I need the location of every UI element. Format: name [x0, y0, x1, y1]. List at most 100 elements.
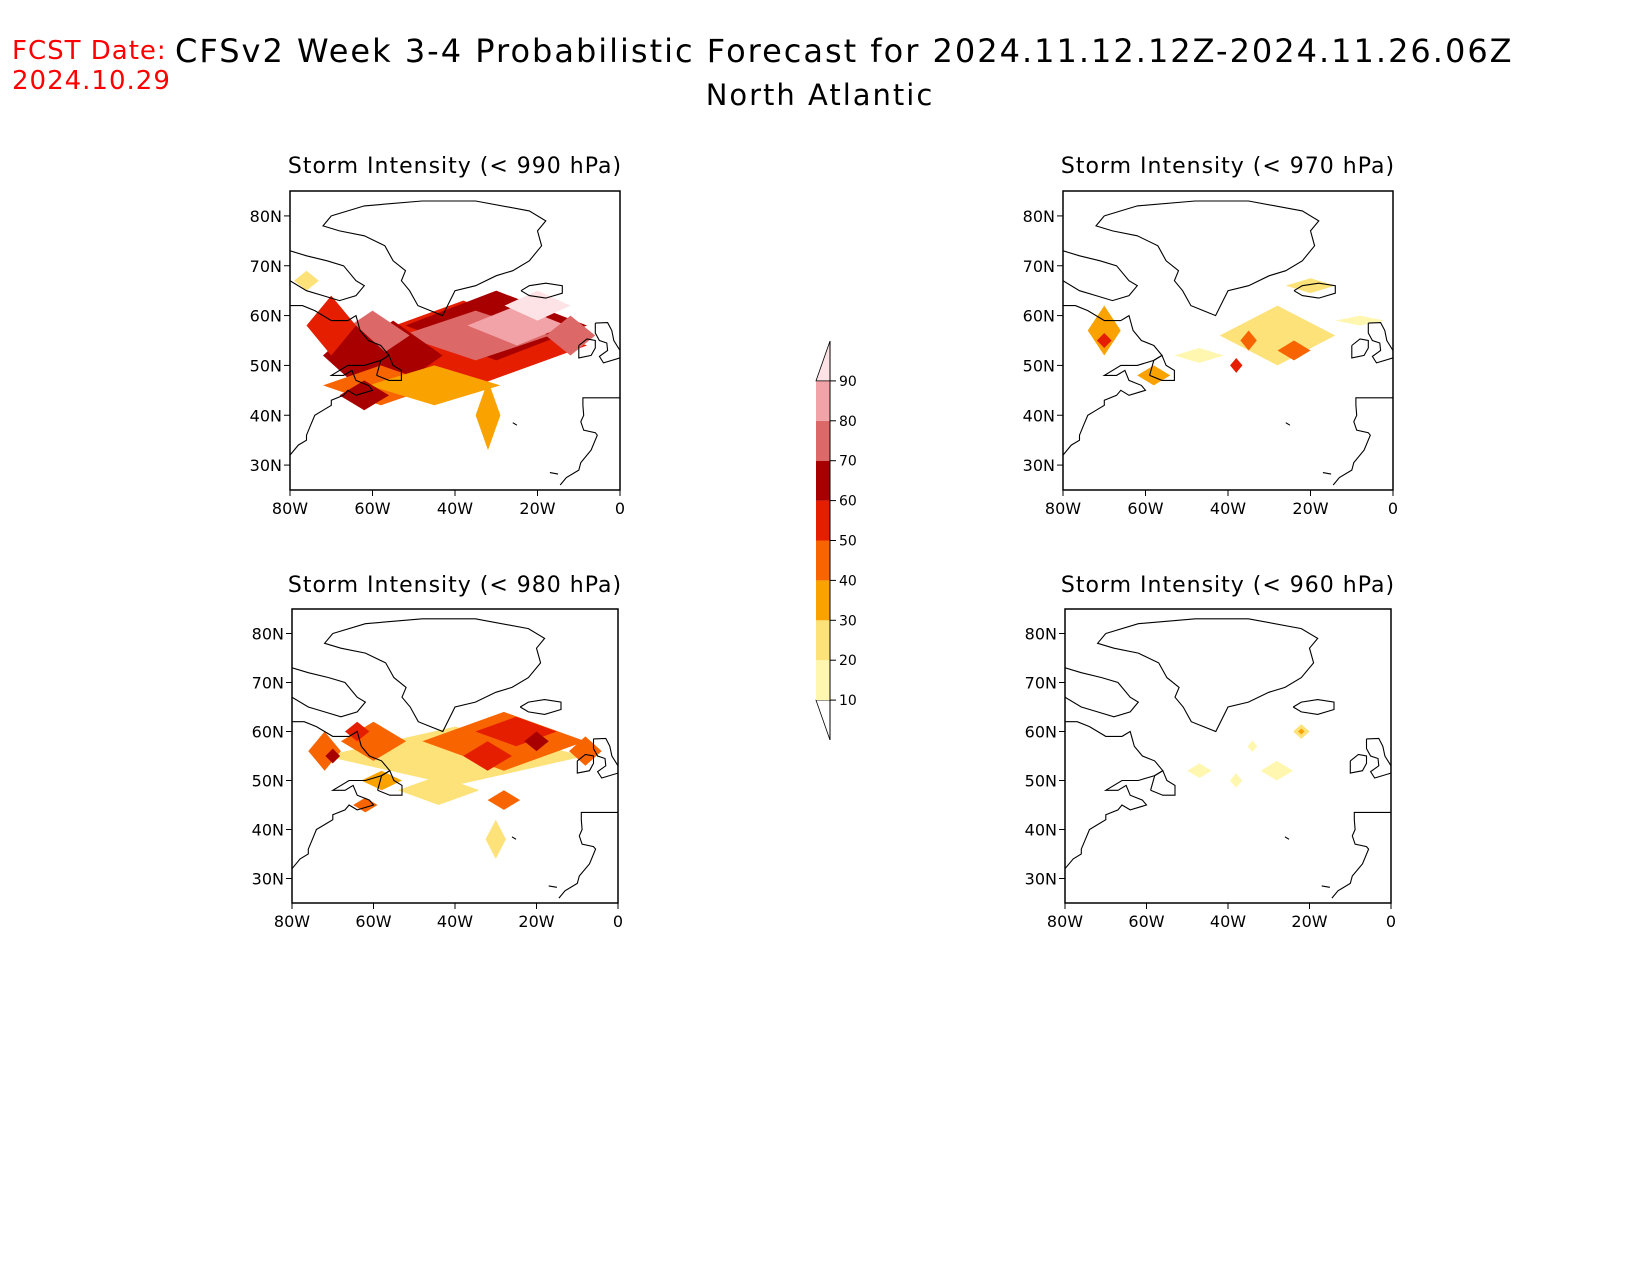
fcst-date-block: FCST Date: 2024.10.29 — [12, 36, 171, 96]
coastline — [1096, 618, 1319, 733]
lat-label: 70N — [252, 674, 284, 693]
colorbar-segment — [816, 500, 830, 541]
lat-label: 70N — [1025, 674, 1057, 693]
colorbar-segment — [816, 420, 830, 461]
probability-contour — [1247, 740, 1258, 753]
probability-contour — [1174, 347, 1224, 363]
lat-label: 80N — [252, 625, 284, 644]
coastline — [558, 811, 618, 899]
lat-label: 40N — [1025, 821, 1057, 840]
coastline — [519, 699, 562, 715]
coastline — [1322, 472, 1332, 475]
probability-contour — [1219, 305, 1336, 366]
lat-label: 30N — [1023, 456, 1055, 475]
probability-shading — [1187, 724, 1310, 788]
lon-label: 80W — [1045, 499, 1081, 518]
coastline — [290, 250, 366, 302]
coastline — [511, 836, 517, 840]
lon-label: 0 — [1388, 499, 1398, 518]
lat-label: 60N — [252, 723, 284, 742]
lat-label: 80N — [1025, 625, 1057, 644]
probability-contour — [1087, 305, 1121, 356]
coastlines — [290, 200, 620, 486]
lat-label: 70N — [250, 257, 282, 276]
probability-contour — [353, 797, 378, 813]
lon-label: 0 — [615, 499, 625, 518]
probability-contour — [1277, 340, 1311, 361]
lat-label: 30N — [252, 870, 284, 889]
colorbar-label: 10 — [839, 693, 857, 709]
lon-label: 60W — [1127, 499, 1163, 518]
panel-title: Storm Intensity (< 970 hPa) — [1061, 154, 1395, 179]
coastline — [1063, 250, 1139, 302]
coastline — [576, 753, 595, 774]
coastline — [559, 397, 620, 486]
colorbar-label: 80 — [839, 414, 857, 430]
colorbar-label: 20 — [839, 653, 857, 669]
coastline — [1292, 699, 1335, 715]
probability-contour — [308, 731, 341, 771]
colorbar-label: 90 — [839, 374, 857, 390]
coastline — [548, 885, 557, 888]
map-panel: Storm Intensity (< 990 hPa) 80N 70N 60N 50N 4… — [250, 154, 625, 518]
map-panel: Storm Intensity (< 960 hPa) 80N 70N 60N 50N 4… — [1025, 573, 1396, 931]
panel-title: Storm Intensity (< 990 hPa) — [288, 154, 622, 179]
colorbar-label: 50 — [839, 534, 857, 550]
map-panel: Storm Intensity (< 980 hPa) 80N 70N 60N 50N 4… — [252, 573, 623, 931]
colorbar-lower-extension — [815, 699, 831, 741]
lat-label: 50N — [1023, 356, 1055, 375]
lat-label: 60N — [250, 307, 282, 326]
probability-contour — [487, 790, 521, 810]
lon-label: 60W — [1128, 912, 1164, 931]
panel-title: Storm Intensity (< 960 hPa) — [1061, 573, 1395, 598]
page-title: CFSv2 Week 3-4 Probabilistic Forecast fo… — [175, 32, 1514, 70]
coastline — [1349, 753, 1368, 774]
coastline — [322, 200, 547, 317]
coastline — [292, 721, 391, 870]
colorbar: 10 20 30 40 50 60 70 80 90 — [815, 340, 857, 741]
coastline — [1332, 397, 1393, 486]
coastlines — [1063, 200, 1393, 486]
coastline — [376, 354, 402, 381]
coastline — [1063, 305, 1163, 456]
probability-contour — [1187, 763, 1212, 779]
probability-contour — [1240, 330, 1257, 351]
probability-contour — [1260, 760, 1294, 781]
map-panel: Storm Intensity (< 970 hPa) 80N 70N 60N 50N 4… — [1023, 154, 1398, 518]
probability-contour — [1137, 365, 1171, 386]
coastline — [290, 305, 390, 456]
coastline — [592, 737, 618, 779]
lon-label: 20W — [1291, 912, 1327, 931]
lat-label: 80N — [1023, 207, 1055, 226]
probability-shading — [294, 270, 596, 451]
coastline — [1331, 811, 1391, 899]
probability-shading — [1087, 278, 1385, 386]
colorbar-segment — [816, 380, 830, 421]
region-title: North Atlantic — [705, 78, 935, 112]
coastline — [1321, 885, 1330, 888]
coastline — [323, 618, 546, 733]
probability-contour — [504, 290, 571, 321]
coastline — [512, 422, 518, 426]
lon-label: 20W — [518, 912, 554, 931]
colorbar-segment — [816, 580, 830, 621]
lat-label: 30N — [250, 456, 282, 475]
lon-label: 80W — [272, 499, 308, 518]
probability-contour — [325, 748, 341, 764]
probability-contour — [485, 819, 506, 859]
coastline — [1150, 769, 1176, 796]
colorbar-label: 60 — [839, 494, 857, 510]
coastlines — [1065, 618, 1391, 899]
lat-label: 40N — [1023, 406, 1055, 425]
lat-label: 40N — [252, 821, 284, 840]
coastline — [1351, 338, 1369, 359]
coastline — [520, 282, 563, 299]
probability-contour — [397, 775, 480, 805]
probability-contour — [339, 380, 389, 411]
lon-label: 80W — [274, 912, 310, 931]
coastline — [377, 769, 403, 796]
probability-contour — [1096, 333, 1112, 348]
coastline — [1293, 282, 1336, 299]
lon-label: 80W — [1047, 912, 1083, 931]
